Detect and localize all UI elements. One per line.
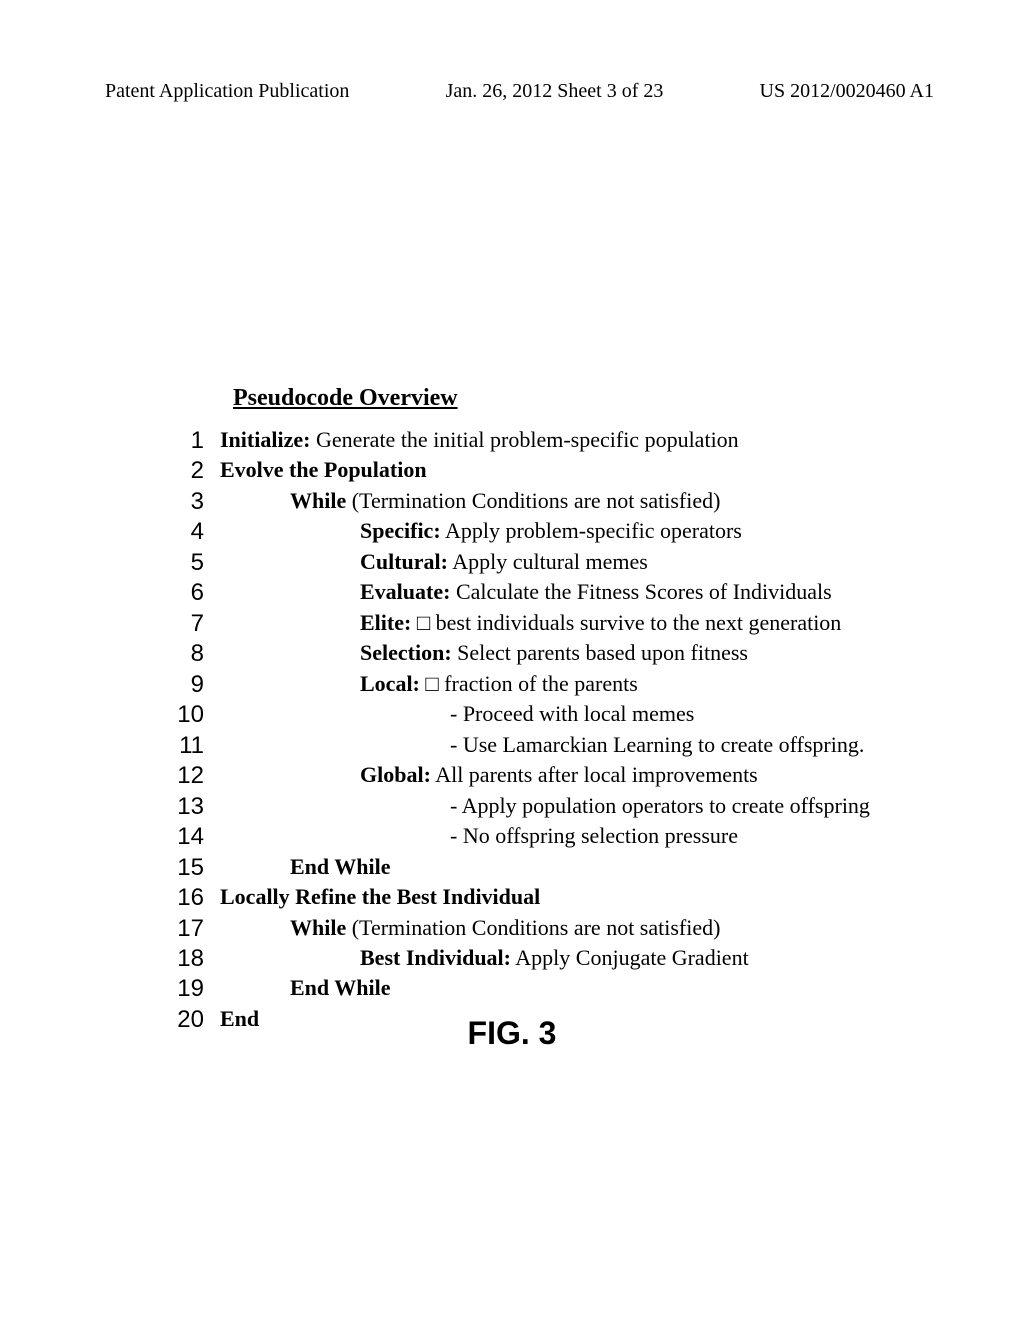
code-line: 8Selection: Select parents based upon fi… [165, 639, 924, 669]
code-line: 12Global: All parents after local improv… [165, 761, 924, 791]
line-content: Elite: □ best individuals survive to the… [220, 609, 841, 639]
line-number: 4 [165, 517, 220, 547]
code-line: 9Local: □ fraction of the parents [165, 670, 924, 700]
header-left: Patent Application Publication [105, 80, 349, 103]
figure-label: FIG. 3 [0, 1015, 1024, 1052]
code-line: 2Evolve the Population [165, 456, 924, 486]
header-center: Jan. 26, 2012 Sheet 3 of 23 [446, 80, 664, 103]
line-number: 18 [165, 944, 220, 974]
line-number: 12 [165, 761, 220, 791]
line-number: 3 [165, 487, 220, 517]
line-content: Global: All parents after local improvem… [220, 761, 758, 791]
code-line: 6Evaluate: Calculate the Fitness Scores … [165, 578, 924, 608]
line-number: 5 [165, 548, 220, 578]
line-content: End While [220, 974, 390, 1004]
line-content: Initialize: Generate the initial problem… [220, 426, 739, 456]
line-content: Locally Refine the Best Individual [220, 883, 540, 913]
line-number: 2 [165, 456, 220, 486]
line-number: 6 [165, 578, 220, 608]
code-line: 14- No offspring selection pressure [165, 822, 924, 852]
code-line: 19End While [165, 974, 924, 1004]
line-number: 14 [165, 822, 220, 852]
line-content: End While [220, 853, 390, 883]
code-line: 11- Use Lamarckian Learning to create of… [165, 731, 924, 761]
code-line: 18Best Individual: Apply Conjugate Gradi… [165, 944, 924, 974]
line-number: 8 [165, 639, 220, 669]
code-line: 15End While [165, 853, 924, 883]
line-content: While (Termination Conditions are not sa… [220, 914, 720, 944]
line-content: - Use Lamarckian Learning to create offs… [220, 731, 864, 761]
code-line: 17While (Termination Conditions are not … [165, 914, 924, 944]
code-line: 5Cultural: Apply cultural memes [165, 548, 924, 578]
page-header: Patent Application Publication Jan. 26, … [0, 80, 1024, 103]
line-number: 9 [165, 670, 220, 700]
code-line: 1Initialize: Generate the initial proble… [165, 426, 924, 456]
code-line: 16Locally Refine the Best Individual [165, 883, 924, 913]
line-number: 17 [165, 914, 220, 944]
line-content: Evolve the Population [220, 456, 427, 486]
line-content: Evaluate: Calculate the Fitness Scores o… [220, 578, 832, 608]
line-content: Selection: Select parents based upon fit… [220, 639, 748, 669]
code-line: 13- Apply population operators to create… [165, 792, 924, 822]
line-number: 10 [165, 700, 220, 730]
line-content: Best Individual: Apply Conjugate Gradien… [220, 944, 749, 974]
pseudocode-lines: 1Initialize: Generate the initial proble… [165, 426, 924, 1035]
pseudocode-block: Pseudocode Overview 1Initialize: Generat… [165, 385, 924, 1035]
line-number: 11 [165, 731, 220, 761]
line-number: 19 [165, 974, 220, 1004]
line-number: 16 [165, 883, 220, 913]
code-line: 3While (Termination Conditions are not s… [165, 487, 924, 517]
line-number: 1 [165, 426, 220, 456]
code-line: 7Elite: □ best individuals survive to th… [165, 609, 924, 639]
line-content: - Apply population operators to create o… [220, 792, 870, 822]
line-number: 15 [165, 853, 220, 883]
line-content: - No offspring selection pressure [220, 822, 738, 852]
code-line: 10- Proceed with local memes [165, 700, 924, 730]
header-right: US 2012/0020460 A1 [760, 80, 934, 103]
line-content: Specific: Apply problem-specific operato… [220, 517, 742, 547]
line-number: 7 [165, 609, 220, 639]
line-content: While (Termination Conditions are not sa… [220, 487, 720, 517]
line-content: - Proceed with local memes [220, 700, 694, 730]
line-content: Cultural: Apply cultural memes [220, 548, 648, 578]
line-number: 13 [165, 792, 220, 822]
pseudocode-title: Pseudocode Overview [233, 385, 924, 412]
line-content: Local: □ fraction of the parents [220, 670, 638, 700]
code-line: 4Specific: Apply problem-specific operat… [165, 517, 924, 547]
